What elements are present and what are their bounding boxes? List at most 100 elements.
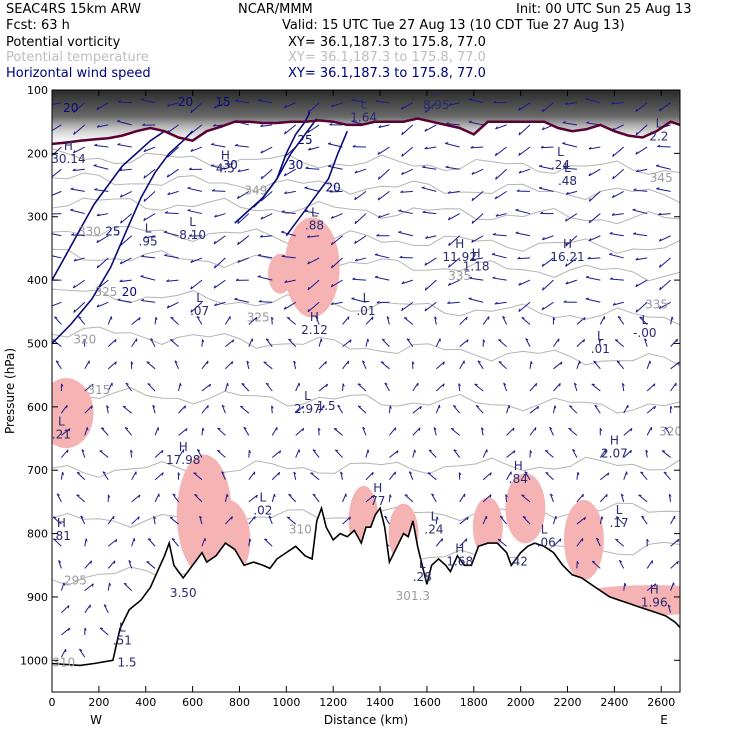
- wind-vector: [412, 361, 415, 369]
- wind-vector-shaft: [224, 494, 228, 502]
- wind-vector-shaft: [312, 493, 320, 503]
- wind-vector-head: [448, 264, 451, 268]
- y-tick-label: 100: [27, 84, 48, 97]
- wind-vector: [337, 404, 343, 414]
- wind-vector: [424, 102, 437, 113]
- wind-vector: [471, 235, 484, 243]
- wind-vector-shaft: [568, 405, 578, 414]
- wind-vector: [211, 189, 226, 192]
- wind-vector-head: [468, 297, 472, 300]
- extremum-value: 1.18: [463, 260, 490, 274]
- wind-vector-head: [524, 471, 528, 474]
- wind-vector: [612, 301, 624, 306]
- wind-vector-shaft: [342, 516, 351, 525]
- wind-vector-head: [255, 317, 258, 321]
- wind-vector-shaft: [670, 515, 676, 525]
- wind-vector: [293, 471, 297, 480]
- east-end-label: E: [660, 713, 668, 727]
- wind-vector-head: [468, 97, 472, 100]
- wind-vector-shaft: [240, 405, 250, 414]
- wind-vector-head: [70, 208, 74, 211]
- wind-vector-shaft: [620, 493, 625, 503]
- extremum-marker: L.24: [424, 510, 443, 537]
- extremum-value: -.06: [532, 535, 555, 549]
- wind-vector-head: [86, 427, 89, 431]
- wind-vector: [659, 279, 671, 291]
- wind-vector-head: [164, 253, 168, 256]
- theta-contour-label: 320: [73, 332, 96, 346]
- y-tick-label: 400: [27, 274, 48, 287]
- wind-vector-head: [377, 176, 380, 180]
- theta-contour-335: [52, 226, 680, 254]
- wind-vector-shaft: [328, 165, 343, 170]
- wind-vector-shaft: [576, 516, 586, 525]
- extremum-value: 2.97: [294, 402, 321, 416]
- wind-vector: [482, 472, 492, 481]
- wind-vector: [435, 404, 441, 414]
- wind-vector-head: [161, 472, 164, 476]
- wind-vector-head: [96, 124, 100, 128]
- wind-vector-head: [330, 284, 334, 288]
- wind-vector-head: [337, 404, 341, 408]
- wind-vector: [538, 186, 554, 192]
- wind-vector-head: [498, 339, 502, 341]
- wind-vector: [164, 253, 179, 259]
- wind-vector-head: [372, 494, 375, 498]
- wind-vector: [401, 168, 414, 175]
- wind-vector-shaft: [552, 405, 556, 414]
- wind-vector: [588, 213, 601, 224]
- wind-vector-head: [271, 405, 274, 409]
- wind-vector-shaft: [284, 279, 296, 283]
- wind-vector-head: [424, 109, 427, 113]
- wind-vector: [76, 494, 86, 503]
- wind-vector-head: [559, 538, 562, 542]
- wind-vector-shaft: [412, 382, 419, 392]
- wind-vector-shaft: [618, 560, 625, 569]
- wind-vector-head: [515, 208, 519, 211]
- wind-vector-head: [150, 338, 154, 341]
- theta-contour-label: 320: [659, 424, 682, 438]
- wind-vector-head: [143, 175, 146, 179]
- wind-vector: [388, 494, 392, 502]
- wind-vector-head: [281, 254, 285, 257]
- wind-vector: [354, 190, 367, 201]
- wind-vector-head: [549, 426, 553, 430]
- wind-vector-shaft: [378, 168, 390, 180]
- wind-vector-head: [268, 515, 272, 519]
- wind-vector: [60, 449, 69, 458]
- wind-vector: [284, 124, 297, 135]
- wind-vector-shaft: [196, 449, 203, 458]
- wind-vector-shaft: [106, 405, 109, 414]
- wind-vector-shaft: [469, 277, 484, 281]
- wind-vector: [424, 279, 437, 291]
- wind-vector-shaft: [351, 99, 367, 104]
- wind-vector: [234, 297, 249, 303]
- wind-vector: [166, 279, 179, 282]
- wind-vector-head: [540, 145, 544, 149]
- wind-vector-head: [377, 215, 381, 219]
- wind-vector-shaft: [498, 339, 507, 348]
- wind-vector-shaft: [143, 191, 156, 202]
- wind-vector: [71, 233, 85, 237]
- wind-vector-shaft: [52, 516, 62, 525]
- wind-vector-shaft: [670, 382, 677, 392]
- wind-vector-shaft: [492, 277, 507, 281]
- wind-vector: [107, 494, 111, 502]
- wind-vector: [288, 338, 297, 347]
- wind-vector: [154, 449, 164, 458]
- wind-vector-head: [641, 515, 645, 518]
- wind-vector-shaft: [661, 450, 671, 458]
- wind-vector: [475, 405, 484, 414]
- wind-vector-head: [471, 197, 474, 201]
- wind-vector-head: [671, 316, 674, 320]
- wind-vector-shaft: [401, 301, 414, 312]
- wind-vector-head: [76, 471, 81, 474]
- wind-vector-head: [243, 426, 247, 430]
- wind-vector-shaft: [141, 255, 156, 259]
- wind-vector: [412, 427, 421, 436]
- wind-vector-head: [231, 516, 233, 520]
- wind-vector-head: [234, 143, 239, 146]
- wind-vector-head: [489, 472, 492, 476]
- wind-vector-shaft: [329, 190, 343, 193]
- wind-vector-head: [572, 449, 576, 452]
